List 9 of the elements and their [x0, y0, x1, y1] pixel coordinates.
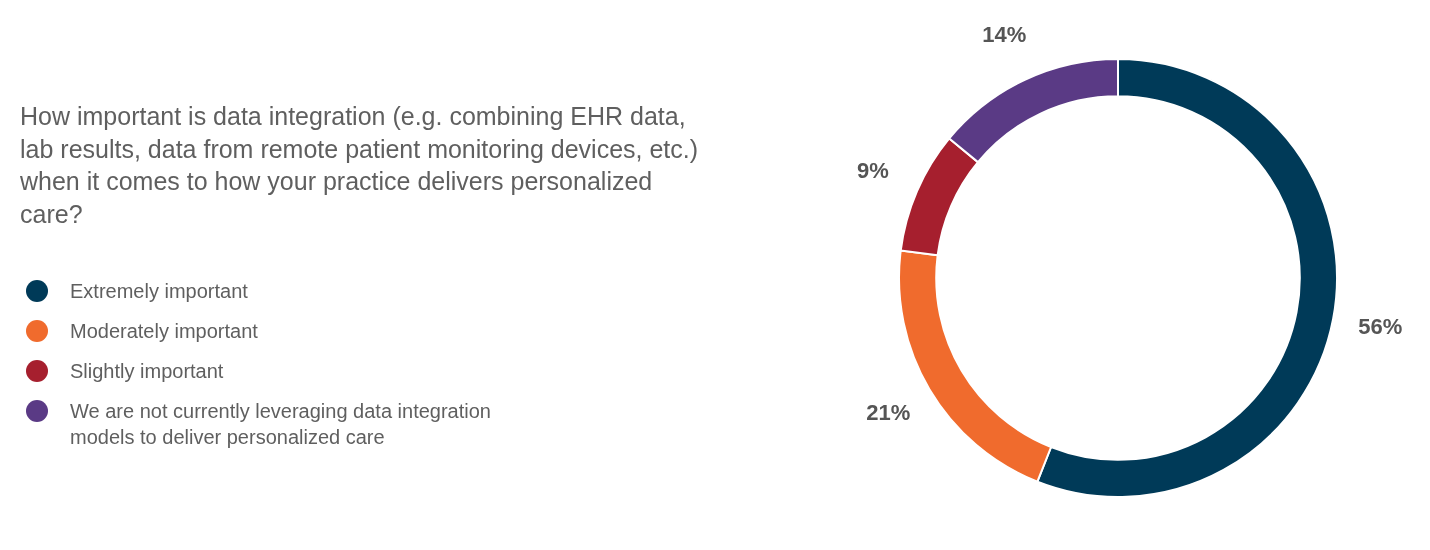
legend-label: We are not currently leveraging data integration models to deliver personalized care — [70, 399, 492, 450]
legend-label: Moderately important — [70, 319, 258, 344]
data-label: 56% — [1358, 314, 1403, 340]
data-label: 9% — [857, 158, 889, 184]
data-label: 14% — [982, 22, 1027, 48]
legend-label: Slightly important — [70, 359, 224, 384]
text: How important is data integration (e.g. combining EHR data, lab results, data from remote patient monitoring devices, etc.) when it comes to how your practice delivers personalized care? — [20, 101, 700, 230]
data-label: 21% — [866, 399, 911, 425]
legend-label: Extremely important — [70, 279, 248, 304]
